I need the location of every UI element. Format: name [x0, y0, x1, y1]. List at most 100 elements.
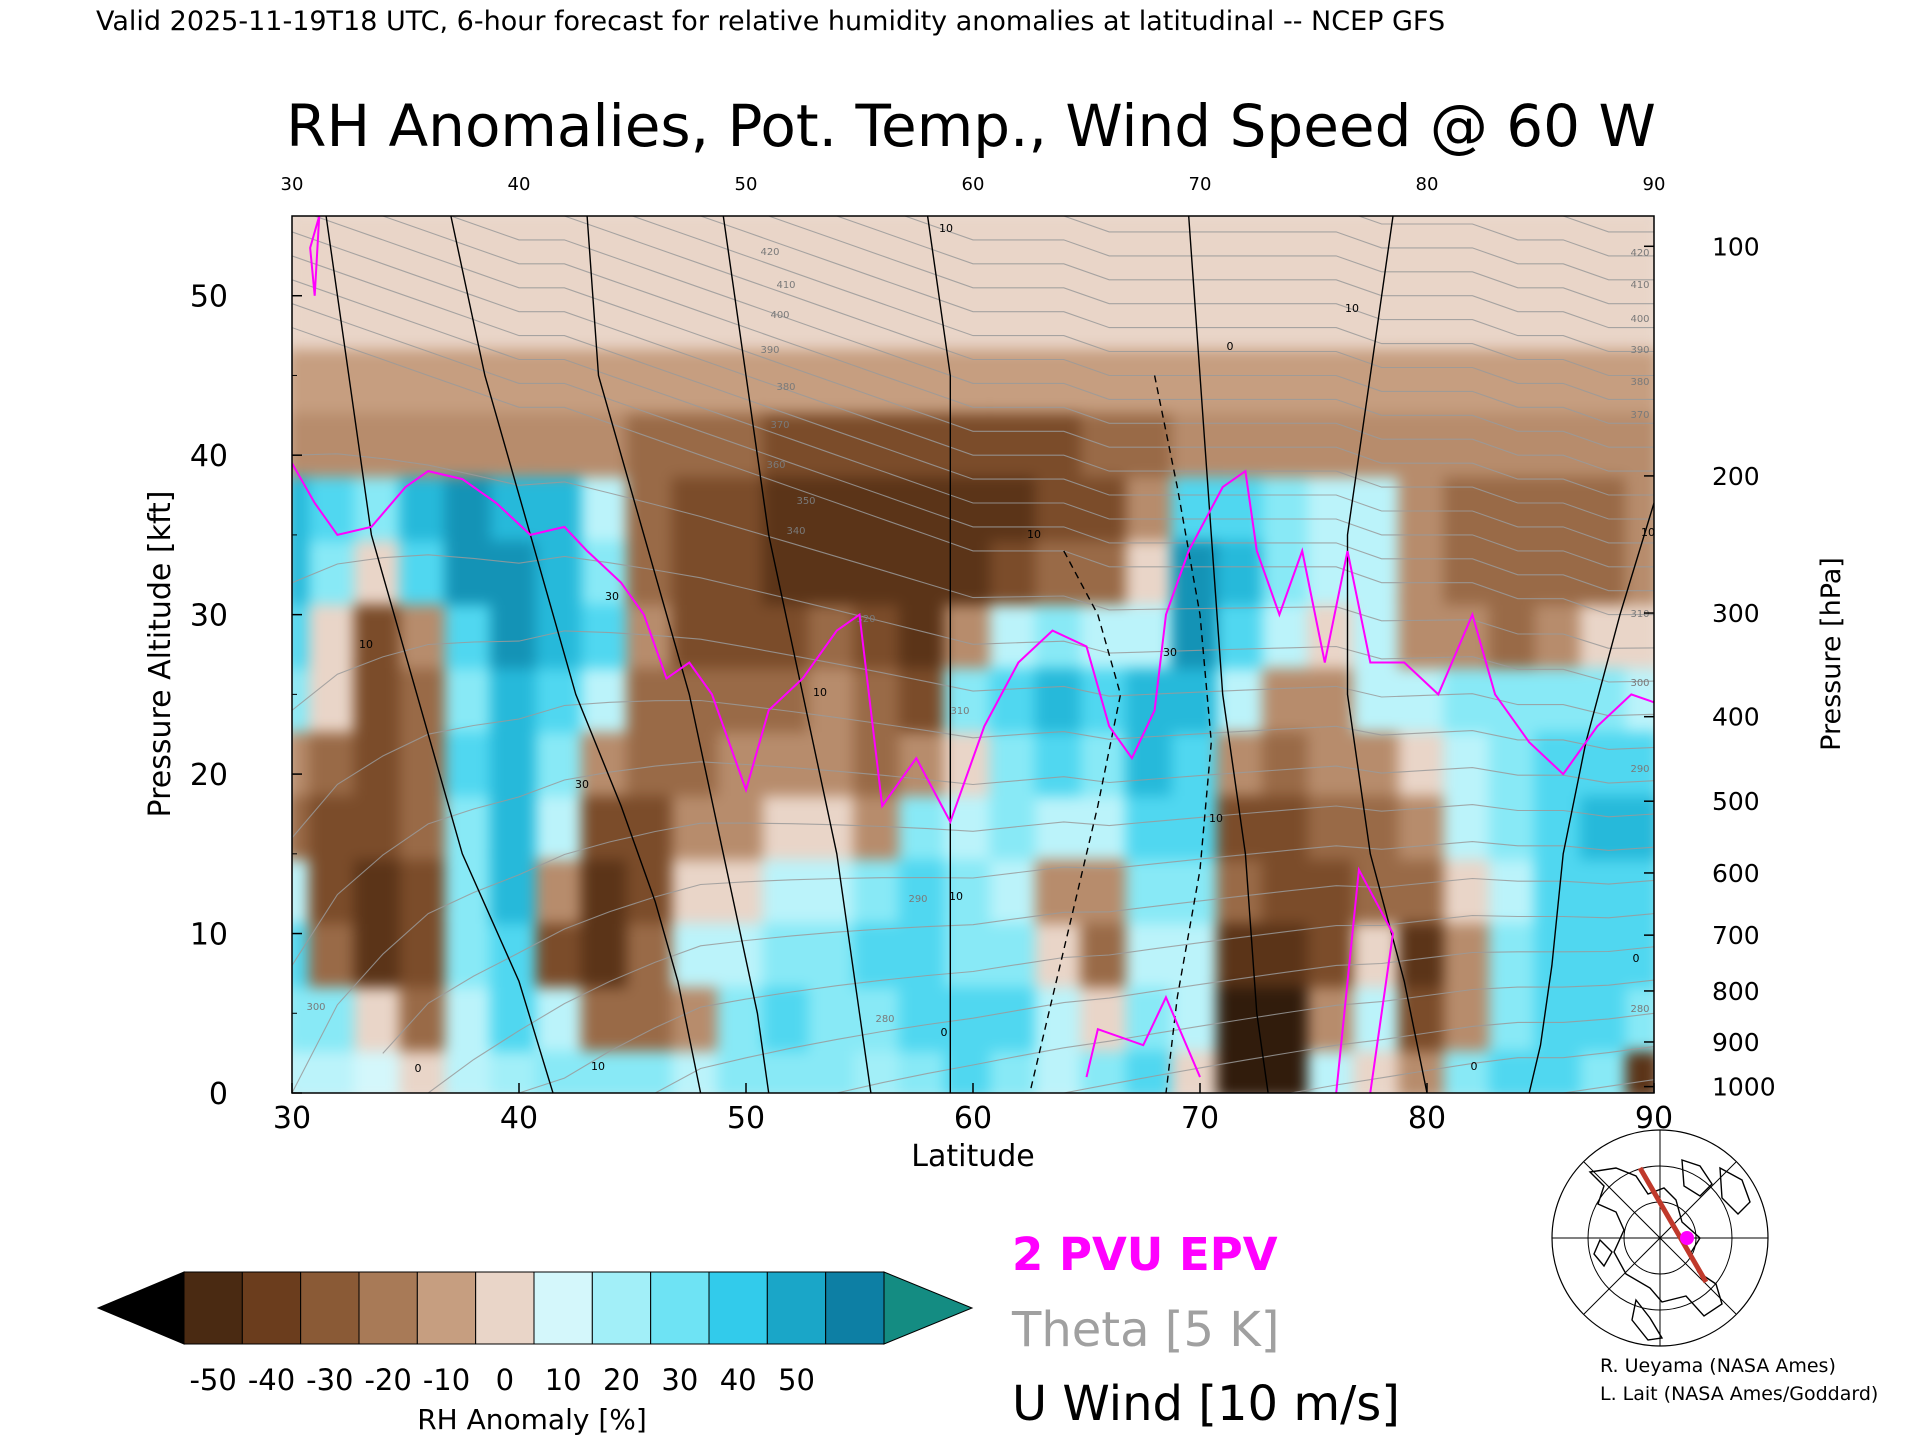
theta-line — [630, 216, 1654, 400]
x-top-tick-label: 70 — [1189, 174, 1212, 195]
u-wind-label: 10 — [1027, 528, 1041, 541]
theta-line — [382, 841, 1654, 1054]
colorbar-swatch — [650, 1271, 710, 1345]
colorbar-tick-label: -50 — [189, 1363, 236, 1397]
theta-line — [292, 554, 1654, 683]
pressure-tick-label: 100 — [1712, 232, 1760, 261]
colorbar-high-arrow — [883, 1271, 974, 1345]
chart-title: RH Anomalies, Pot. Temp., Wind Speed @ 6… — [286, 92, 1656, 160]
theta-label: 410 — [776, 280, 795, 291]
colorbar-tick-label: 50 — [778, 1363, 815, 1397]
rh-cell — [1625, 273, 1654, 350]
u-wind-contours: 10 30 30 10 10 10 10 0 30 10 0 0 10 0 10 10 0 — [325, 216, 1655, 1093]
theta-line — [449, 216, 1654, 448]
y-axis-label: Pressure Altitude [kft] — [143, 491, 178, 818]
u-wind-line — [926, 216, 951, 1093]
theta-line — [517, 216, 1654, 424]
credit-line-2: L. Lait (NASA Ames/Goddard) — [1600, 1383, 1878, 1405]
theta-line — [292, 231, 1654, 520]
theta-line — [292, 453, 1654, 649]
x-tick-label: 40 — [500, 1101, 538, 1136]
credit-line-1: R. Ueyama (NASA Ames) — [1600, 1355, 1836, 1377]
rh-cell — [1625, 975, 1654, 1052]
u-wind-label: 0 — [1227, 340, 1234, 353]
colorbar-tick-label: 20 — [603, 1363, 640, 1397]
section-marker — [1680, 1231, 1694, 1245]
colorbar-tick-label: -40 — [248, 1363, 295, 1397]
y-tick-label: 0 — [209, 1077, 228, 1112]
colorbar-swatch — [708, 1271, 768, 1345]
theta-label: 280 — [875, 1014, 894, 1025]
u-wind-label: 10 — [949, 890, 963, 903]
colorbar-swatch — [591, 1271, 652, 1345]
y-tick-label: 40 — [190, 439, 228, 474]
y-tick-label: 10 — [190, 918, 228, 953]
theta-label: 310 — [950, 706, 969, 717]
u-wind-line — [1153, 375, 1213, 1093]
theta-line — [292, 699, 1654, 839]
pressure-tick-label: 800 — [1712, 977, 1760, 1006]
u-wind-label: 10 — [1641, 526, 1655, 539]
pressure-tick-label: 200 — [1712, 462, 1760, 491]
pressure-tick-label: 700 — [1712, 921, 1760, 950]
rh-cell — [1625, 216, 1654, 286]
x-axis-label: Latitude — [911, 1139, 1034, 1174]
rh-cell — [1625, 592, 1654, 669]
theta-label: 300 — [1630, 678, 1649, 689]
u-wind-line — [1528, 502, 1654, 1093]
theta-line — [791, 979, 1654, 1093]
pv-line — [1085, 994, 1201, 1078]
pressure-tick-label: 900 — [1712, 1028, 1760, 1057]
theta-label: 420 — [1630, 248, 1649, 259]
u-wind-label: 30 — [575, 778, 589, 791]
pv-line — [292, 462, 1654, 825]
plot-area: 4204104003903803703103002902804204104003… — [292, 216, 1655, 1093]
x-top-tick-label: 90 — [1643, 174, 1666, 195]
u-wind-line — [722, 216, 872, 1093]
rh-cell — [1625, 401, 1654, 478]
colorbar-swatch — [300, 1271, 360, 1345]
pressure-tick-label: 500 — [1712, 787, 1760, 816]
colorbar-swatch — [766, 1271, 827, 1345]
theta-contours: 4204104003903803703103002902804204104003… — [292, 216, 1654, 1093]
theta-label: 380 — [1630, 377, 1649, 388]
pv-line — [1335, 866, 1394, 1093]
theta-label: 400 — [1630, 314, 1649, 325]
colorbar-swatch — [533, 1271, 593, 1345]
rh-anomaly-field — [292, 216, 1654, 1093]
pressure-tick-label: 400 — [1712, 703, 1760, 732]
x-top-tick-label: 40 — [508, 174, 531, 195]
theta-label: 310 — [1630, 609, 1649, 620]
u-wind-label: 0 — [415, 1062, 422, 1075]
u-wind-label: 10 — [813, 686, 827, 699]
x-top-tick-label: 80 — [1416, 174, 1439, 195]
theta-line — [518, 913, 1654, 1093]
u-wind-line — [325, 216, 554, 1093]
theta-line — [1018, 1012, 1654, 1093]
theta-label: 410 — [1630, 280, 1649, 291]
x-tick-label: 80 — [1408, 1101, 1446, 1136]
u-wind-label: 10 — [1209, 812, 1223, 825]
theta-line — [1357, 216, 1654, 257]
u-wind-line — [1029, 550, 1122, 1093]
x-tick-label: 70 — [1181, 1101, 1219, 1136]
theta-line — [292, 279, 1654, 568]
rh-cell — [1625, 720, 1654, 797]
u-wind-label: 10 — [359, 638, 373, 651]
theta-label: 290 — [1630, 764, 1649, 775]
theta-line — [427, 877, 1654, 1093]
colorbar-swatch — [416, 1271, 477, 1345]
theta-line — [1245, 1045, 1654, 1093]
colorbar-tick-label: 30 — [661, 1363, 698, 1397]
u-wind-line — [1346, 216, 1428, 1093]
theta-line — [381, 216, 1654, 472]
y-tick-label: 20 — [190, 758, 228, 793]
y-tick-label: 30 — [190, 599, 228, 634]
theta-line — [698, 216, 1654, 377]
colorbar-swatch — [358, 1271, 418, 1345]
theta-line — [292, 761, 1654, 966]
legend-wind: U Wind [10 m/s] — [1012, 1376, 1400, 1432]
theta-line — [1427, 1079, 1654, 1093]
theta-label: 370 — [770, 420, 789, 431]
